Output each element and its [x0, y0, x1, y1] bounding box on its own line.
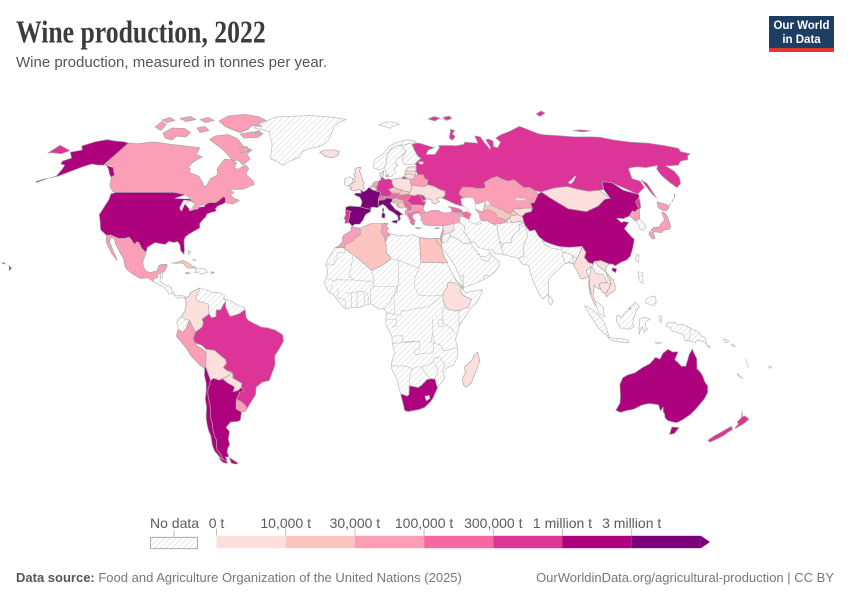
- svg-text:300,000 t: 300,000 t: [464, 515, 522, 531]
- svg-text:0 t: 0 t: [209, 515, 225, 531]
- svg-text:1 million t: 1 million t: [533, 515, 592, 531]
- svg-text:30,000 t: 30,000 t: [330, 515, 381, 531]
- svg-text:10,000 t: 10,000 t: [260, 515, 311, 531]
- svg-text:100,000 t: 100,000 t: [395, 515, 453, 531]
- svg-text:No data: No data: [150, 515, 199, 531]
- svg-text:3 million t: 3 million t: [602, 515, 661, 531]
